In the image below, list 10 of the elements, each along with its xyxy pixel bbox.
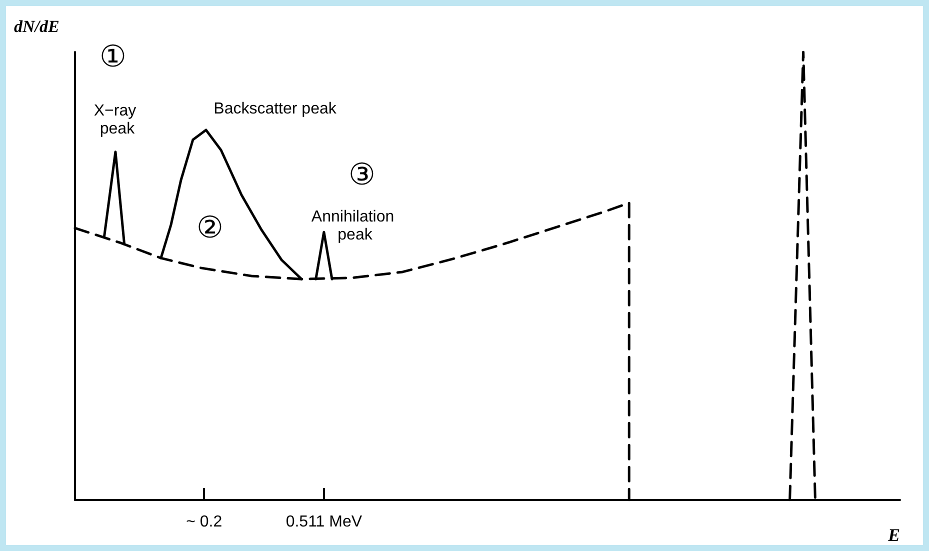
annotation: X−ray peak (94, 102, 136, 138)
y-axis-title: dN/dE (14, 17, 60, 36)
x-tick-label: 0.511 MeV (286, 514, 362, 530)
annotation: ① (100, 40, 126, 74)
annotation: Annihilation peak (311, 208, 399, 244)
annotation: ② (196, 212, 224, 244)
x-axis-title: E (887, 525, 900, 545)
annotation: Backscatter peak (214, 100, 338, 118)
annotation: ③ (348, 158, 376, 192)
x-tick-label: ~ 0.2 (186, 514, 222, 530)
